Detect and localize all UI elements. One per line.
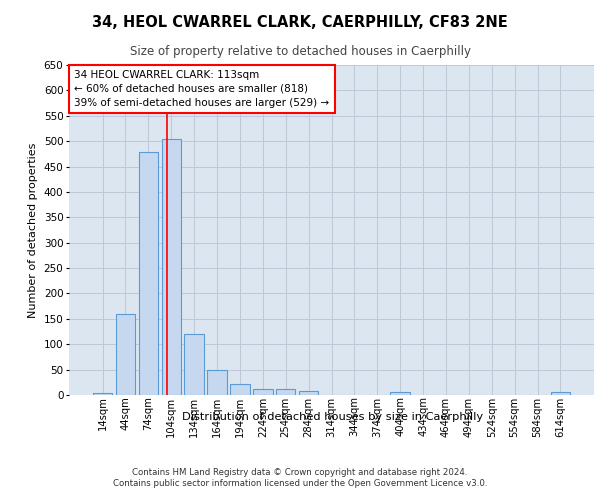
Bar: [93, 394, 112, 395]
Bar: [276, 389, 295, 395]
Bar: [551, 392, 570, 395]
Bar: [299, 391, 319, 395]
Text: 34, HEOL CWARREL CLARK, CAERPHILLY, CF83 2NE: 34, HEOL CWARREL CLARK, CAERPHILLY, CF83…: [92, 15, 508, 30]
Bar: [391, 392, 410, 395]
Bar: [253, 389, 272, 395]
Text: Size of property relative to detached houses in Caerphilly: Size of property relative to detached ho…: [130, 45, 470, 58]
Bar: [184, 334, 204, 395]
Bar: [208, 370, 227, 395]
Bar: [161, 139, 181, 395]
Text: Distribution of detached houses by size in Caerphilly: Distribution of detached houses by size …: [182, 412, 484, 422]
Bar: [139, 152, 158, 395]
Bar: [116, 314, 135, 395]
Bar: [230, 384, 250, 395]
Y-axis label: Number of detached properties: Number of detached properties: [28, 142, 38, 318]
Text: 34 HEOL CWARREL CLARK: 113sqm
← 60% of detached houses are smaller (818)
39% of : 34 HEOL CWARREL CLARK: 113sqm ← 60% of d…: [74, 70, 329, 108]
Text: Contains HM Land Registry data © Crown copyright and database right 2024.
Contai: Contains HM Land Registry data © Crown c…: [113, 468, 487, 487]
